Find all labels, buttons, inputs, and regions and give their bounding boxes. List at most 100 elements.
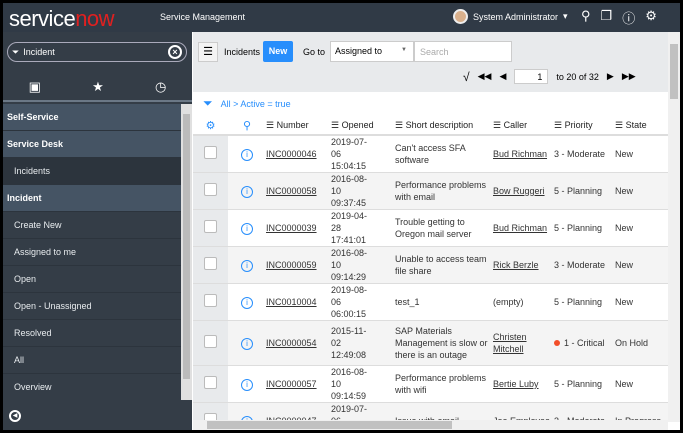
table-row[interactable]: i INC0000054 2015-11-02 12:49:08 SAP Mat… [193,320,668,366]
new-button[interactable]: New [263,41,293,62]
incident-number-link[interactable]: INC0010004 [266,297,317,307]
next-page-icon[interactable]: ▶ [606,71,614,81]
column-short-description[interactable]: ☰ Short description [395,117,493,136]
avatar [453,9,468,24]
caller-link[interactable]: Bud Richman [493,149,548,159]
search-icon[interactable]: ⚲ [581,8,591,23]
first-page-icon[interactable]: ◀◀ [477,71,492,81]
table-row[interactable]: i INC0000057 2016-08-10 09:14:59 Perform… [193,365,668,403]
row-checkbox[interactable] [204,146,217,159]
prev-page-icon[interactable]: ◀ [499,71,507,81]
row-checkbox[interactable] [204,376,217,389]
list-title: Incidents [224,47,261,57]
incident-number-link[interactable]: INC0000046 [266,149,317,159]
servicenow-logo[interactable]: servicenow [9,6,115,31]
state-cell: New [615,283,668,321]
state-cell: New [615,135,668,173]
column-number[interactable]: ☰ Number [266,117,331,136]
opened-cell: 2016-08-10 09:14:29 [331,246,395,284]
page-input[interactable]: 1 [514,69,549,84]
state-cell: On Hold [615,320,668,366]
vertical-scrollbar[interactable] [668,32,680,422]
horizontal-scrollbar[interactable] [193,420,668,430]
navigator-filter-input[interactable]: ⏷ Incident × [7,42,187,62]
sidebar-item[interactable]: All [3,347,181,374]
row-checkbox[interactable] [204,335,217,348]
row-checkbox[interactable] [204,220,217,233]
table-row[interactable]: i INC0010004 2019-08-06 06:00:15 test_1 … [193,283,668,321]
search-icon[interactable]: ⚲ [228,117,266,136]
filter-icon: ⏷ [12,46,20,57]
column-caller[interactable]: ☰ Caller [493,117,554,136]
chat-icon[interactable]: ❐ [600,8,613,23]
opened-cell: 2019-07-06 15:04:15 [331,135,395,173]
opened-cell: 2019-04-28 17:41:01 [331,209,395,247]
caller-link[interactable]: Bertie Luby [493,379,539,389]
search-input[interactable]: Search [414,41,512,62]
row-checkbox[interactable] [204,257,217,270]
clock-icon[interactable]: ◷ [155,79,167,94]
caller-link[interactable]: Christen Mitchell [493,332,527,354]
caller-link[interactable]: Bow Ruggeri [493,186,545,196]
list-settings-icon[interactable]: ⚙ [193,117,228,136]
table-row[interactable]: i INC0000046 2019-07-06 15:04:15 Can't a… [193,135,668,173]
incident-number-link[interactable]: INC0000057 [266,379,317,389]
last-page-icon[interactable]: ▶▶ [621,71,636,81]
info-icon[interactable]: i [241,222,253,235]
list-menu-button[interactable]: ☰ [198,42,218,62]
sidebar-item[interactable]: Assigned to me [3,239,181,266]
row-checkbox[interactable] [204,183,217,196]
column-priority[interactable]: ☰ Priority [554,117,615,136]
gear-icon[interactable]: ⚙ [645,8,657,23]
table-row[interactable]: i INC0000059 2016-08-10 09:14:29 Unable … [193,246,668,284]
sidebar: ⏷ Incident × ▣ ★ ◷ Self-Service Service Des… [3,32,192,430]
priority-cell: 3 - Moderate [554,246,615,284]
short-description-cell: Performance problems with email [395,172,493,210]
incident-number-link[interactable]: INC0000058 [266,186,317,196]
caller-link[interactable]: Bud Richman [493,223,548,233]
star-icon[interactable]: ★ [92,79,104,94]
chevron-down-icon: ▾ [563,11,568,21]
info-icon[interactable]: i [241,296,253,309]
opened-cell: 2015-11-02 12:49:08 [331,320,395,366]
column-opened[interactable]: ☰ Opened [331,117,395,136]
sidebar-item[interactable]: Incident [3,185,181,212]
sidebar-item[interactable]: Open [3,266,181,293]
priority-cell: 3 - Moderate [554,135,615,173]
state-cell: New [615,246,668,284]
user-menu[interactable]: System Administrator ▾ [453,9,568,24]
activity-icon[interactable]: √ [463,69,470,84]
caller-link[interactable]: Rick Berzle [493,260,539,270]
incident-number-link[interactable]: INC0000054 [266,338,317,348]
clear-icon[interactable]: × [168,45,182,59]
chevron-down-icon: ▼ [401,47,407,53]
sidebar-item[interactable]: Open - Unassigned [3,293,181,320]
state-cell: New [615,172,668,210]
table-row[interactable]: i INC0000058 2016-08-10 09:37:45 Perform… [193,172,668,210]
sidebar-item[interactable]: Incidents [3,158,181,185]
info-icon[interactable]: i [241,378,253,391]
sidebar-item[interactable]: Overview [3,374,181,400]
opened-cell: 2019-08-06 06:00:15 [331,283,395,321]
sidebar-item[interactable]: Self-Service [3,104,181,131]
row-checkbox[interactable] [204,294,217,307]
short-description-cell: test_1 [395,283,493,321]
table-row[interactable]: i INC0000039 2019-04-28 17:41:01 Trouble… [193,209,668,247]
info-icon[interactable]: i [241,337,253,350]
incident-number-link[interactable]: INC0000059 [266,260,317,270]
sidebar-item[interactable]: Create New [3,212,181,239]
caller-link: (empty) [493,297,524,307]
collapse-sidebar-icon[interactable]: ◀ [9,410,21,422]
sidebar-item[interactable]: Resolved [3,320,181,347]
sidebar-scrollbar[interactable] [181,104,192,400]
info-icon[interactable]: i [241,185,253,198]
incident-number-link[interactable]: INC0000039 [266,223,317,233]
sidebar-item[interactable]: Service Desk [3,131,181,158]
info-icon[interactable]: i [241,259,253,272]
filter-icon[interactable]: ⏷ [203,96,213,110]
info-icon[interactable]: i [241,148,253,161]
help-icon[interactable]: ⓘ [622,11,636,26]
archive-icon[interactable]: ▣ [28,79,41,94]
goto-field-select[interactable]: Assigned to ▼ [330,41,414,62]
column-state[interactable]: ☰ State [615,117,668,136]
